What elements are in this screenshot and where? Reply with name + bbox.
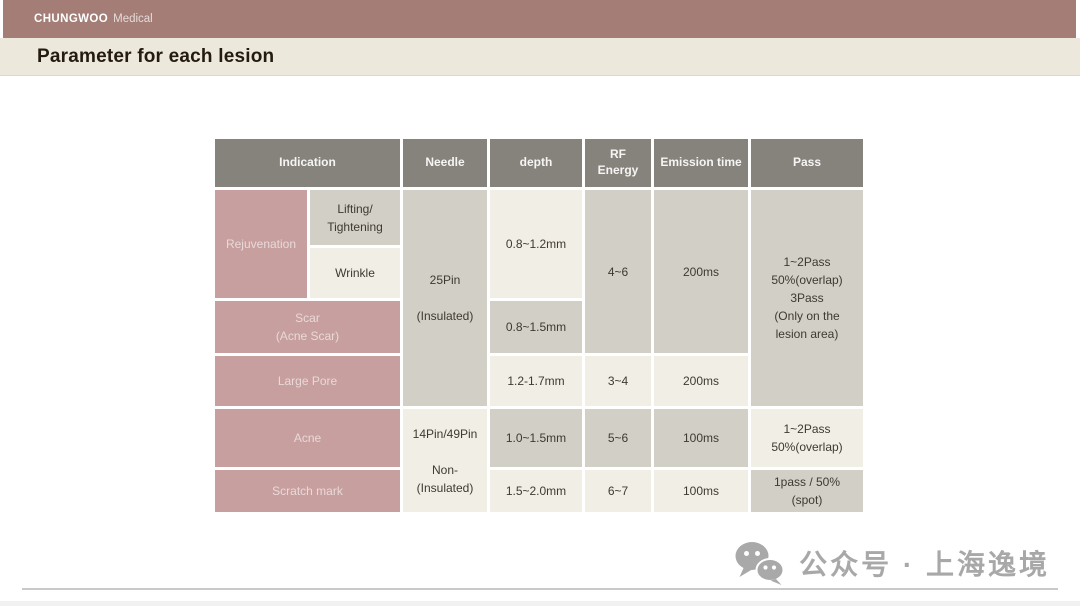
cell-indication-lifting-tightening: Lifting/ Tightening	[310, 190, 400, 245]
header-depth: depth	[490, 139, 582, 187]
cell-emission-large-pore: 200ms	[654, 356, 748, 406]
brand-bar: CHUNGWOO Medical	[3, 0, 1076, 38]
cell-rf-acne: 5~6	[585, 409, 651, 467]
cell-depth-scar: 0.8~1.5mm	[490, 301, 582, 353]
parameter-table: Indication Needle depth RF Energy Emissi…	[215, 139, 863, 512]
cell-indication-rejuvenation: Rejuvenation	[215, 190, 307, 298]
cell-emission-rejuvenation-scar: 200ms	[654, 190, 748, 353]
header-pass: Pass	[751, 139, 863, 187]
cell-needle-non-insulated: 14Pin/49Pin Non- (Insulated)	[403, 409, 487, 512]
header-needle: Needle	[403, 139, 487, 187]
cell-emission-acne: 100ms	[654, 409, 748, 467]
cell-depth-large-pore: 1.2-1.7mm	[490, 356, 582, 406]
brand-name: CHUNGWOO	[34, 13, 109, 25]
cell-emission-scratch-mark: 100ms	[654, 470, 748, 512]
cell-needle-insulated: 25Pin (Insulated)	[403, 190, 487, 406]
footer-divider	[22, 588, 1058, 590]
watermark: 公众号 · 上海逸境	[733, 541, 1050, 585]
title-bar: Parameter for each lesion	[0, 38, 1080, 76]
header-rf-energy: RF Energy	[585, 139, 651, 187]
wechat-icon	[735, 542, 785, 585]
cell-pass-scratch-mark: 1pass / 50% (spot)	[751, 470, 863, 512]
cell-rf-scratch-mark: 6~7	[585, 470, 651, 512]
slide-bottom-edge	[0, 601, 1080, 606]
brand-suffix: Medical	[113, 13, 153, 25]
cell-pass-rejuvenation-to-large-pore: 1~2Pass 50%(overlap) 3Pass (Only on the …	[751, 190, 863, 406]
cell-pass-acne: 1~2Pass 50%(overlap)	[751, 409, 863, 467]
header-indication: Indication	[215, 139, 400, 187]
header-emission-time: Emission time	[654, 139, 748, 187]
cell-indication-large-pore: Large Pore	[215, 356, 400, 406]
cell-depth-rejuvenation: 0.8~1.2mm	[490, 190, 582, 298]
cell-indication-scar: Scar (Acne Scar)	[215, 301, 400, 353]
cell-depth-acne: 1.0~1.5mm	[490, 409, 582, 467]
cell-indication-scratch-mark: Scratch mark	[215, 470, 400, 512]
cell-depth-scratch-mark: 1.5~2.0mm	[490, 470, 582, 512]
watermark-text: 公众号 · 上海逸境	[799, 549, 1050, 580]
cell-rf-large-pore: 3~4	[585, 356, 651, 406]
cell-rf-rejuvenation-scar: 4~6	[585, 190, 651, 353]
cell-indication-acne: Acne	[215, 409, 400, 467]
cell-indication-wrinkle: Wrinkle	[310, 248, 400, 298]
page-title: Parameter for each lesion	[37, 45, 275, 67]
